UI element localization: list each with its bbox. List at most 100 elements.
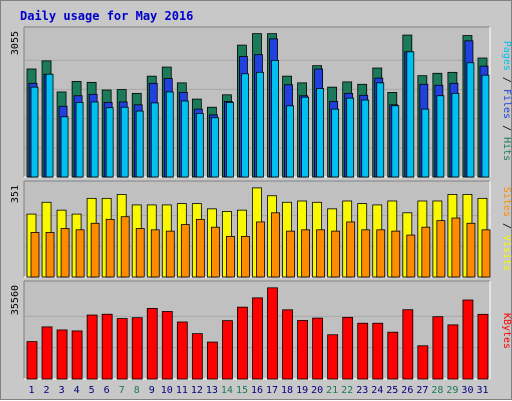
bar-sites-day-3[interactable] [60,228,70,278]
y-max-label: 35560 [10,285,21,315]
bar-sites-day-2[interactable] [45,232,55,278]
bar-sites-day-28[interactable] [436,220,446,278]
bar-pages-day-19[interactable] [301,96,309,178]
bar-sites-day-31[interactable] [481,229,491,278]
bar-sites-day-22[interactable] [346,221,356,278]
bar-sites-day-1[interactable] [30,232,40,278]
bar-pages-day-22[interactable] [346,97,355,178]
bar-sites-day-24[interactable] [376,229,386,278]
bar-kbytes-day-23[interactable] [357,322,369,380]
bar-sites-day-16[interactable] [256,221,265,278]
bar-pages-day-24[interactable] [376,82,385,178]
bar-kbytes-day-7[interactable] [116,318,128,380]
bar-kbytes-day-8[interactable] [131,317,143,380]
bar-pages-day-17[interactable] [271,59,279,178]
bar-pages-day-7[interactable] [120,106,129,178]
series-kbytes [26,287,489,380]
bar-sites-day-15[interactable] [241,235,250,278]
bar-kbytes-day-3[interactable] [56,329,68,380]
bar-pages-day-15[interactable] [241,73,249,178]
bar-sites-day-4[interactable] [75,229,85,278]
bar-pages-day-21[interactable] [331,108,340,178]
bar-sites-day-21[interactable] [331,230,341,278]
bar-pages-day-23[interactable] [361,99,370,178]
bar-kbytes-day-22[interactable] [342,316,354,380]
bar-sites-day-17[interactable] [271,212,280,278]
bar-kbytes-day-6[interactable] [101,313,113,380]
legend-pages-files-hits: Pages / Files / Hits [501,41,512,161]
bar-kbytes-day-5[interactable] [86,314,98,380]
bar-pages-day-27[interactable] [421,108,430,178]
bar-pages-day-26[interactable] [406,51,415,178]
bar-sites-day-8[interactable] [135,228,145,278]
bar-sites-day-30[interactable] [466,222,476,278]
bar-kbytes-day-20[interactable] [312,317,324,380]
bar-kbytes-day-30[interactable] [462,299,474,380]
bar-sites-day-14[interactable] [226,235,235,278]
bar-pages-day-3[interactable] [60,116,69,178]
bar-kbytes-day-4[interactable] [71,330,83,380]
bar-sites-day-29[interactable] [451,217,461,278]
bar-pages-day-13[interactable] [210,117,219,178]
bar-sites-day-13[interactable] [210,226,220,278]
bar-pages-day-8[interactable] [135,110,144,178]
x-tick-label-day-30: 30 [461,385,473,396]
bar-kbytes-day-27[interactable] [417,345,429,380]
bar-pages-day-18[interactable] [286,105,294,178]
bar-pages-day-9[interactable] [150,102,159,178]
bar-sites-day-9[interactable] [150,229,160,278]
bar-sites-day-7[interactable] [120,216,130,278]
bar-sites-day-26[interactable] [406,234,416,278]
bar-sites-day-19[interactable] [301,229,310,278]
bar-kbytes-day-10[interactable] [161,311,173,380]
bar-pages-day-2[interactable] [45,73,54,178]
bar-pages-day-31[interactable] [481,74,490,178]
bar-pages-day-6[interactable] [105,107,114,178]
bar-kbytes-day-12[interactable] [191,333,203,380]
bar-pages-day-5[interactable] [90,101,99,178]
bar-kbytes-day-24[interactable] [372,322,384,380]
bar-sites-day-12[interactable] [195,218,205,278]
bar-pages-day-29[interactable] [451,92,460,178]
bar-kbytes-day-29[interactable] [447,324,459,380]
bar-sites-day-6[interactable] [105,218,115,278]
bar-sites-day-10[interactable] [165,230,175,278]
bar-kbytes-day-11[interactable] [176,321,188,380]
bar-kbytes-day-25[interactable] [387,331,399,380]
bar-pages-day-25[interactable] [391,105,400,178]
bar-pages-day-14[interactable] [226,102,234,178]
bar-sites-day-20[interactable] [316,229,326,278]
bar-sites-day-27[interactable] [421,226,431,278]
bar-kbytes-day-1[interactable] [26,341,38,380]
bar-pages-day-20[interactable] [316,88,325,178]
bar-sites-day-18[interactable] [286,230,295,278]
bar-kbytes-day-26[interactable] [402,309,414,380]
y-max-label: 351 [10,185,21,203]
bar-kbytes-day-2[interactable] [41,326,53,380]
chart-title: Daily usage for May 2016 [20,9,193,23]
bar-pages-day-28[interactable] [436,95,445,178]
bar-kbytes-day-19[interactable] [297,320,308,380]
x-tick-label-day-29: 29 [446,385,458,396]
bar-pages-day-4[interactable] [75,102,84,178]
bar-kbytes-day-17[interactable] [267,287,278,380]
bar-pages-day-12[interactable] [195,113,204,178]
bar-kbytes-day-18[interactable] [282,309,293,380]
bar-sites-day-5[interactable] [90,222,100,278]
bar-sites-day-25[interactable] [391,230,401,278]
bar-pages-day-10[interactable] [165,91,174,178]
bar-kbytes-day-15[interactable] [237,306,248,380]
bar-kbytes-day-28[interactable] [432,316,444,380]
bar-sites-day-11[interactable] [180,224,190,278]
bar-kbytes-day-14[interactable] [222,320,233,380]
bar-pages-day-30[interactable] [466,62,475,178]
bar-pages-day-16[interactable] [256,71,264,178]
bar-kbytes-day-16[interactable] [252,297,263,380]
bar-sites-day-23[interactable] [361,229,371,278]
bar-pages-day-11[interactable] [180,100,189,178]
bar-kbytes-day-9[interactable] [146,307,158,380]
bar-pages-day-1[interactable] [30,86,39,178]
bar-kbytes-day-21[interactable] [327,334,339,380]
bar-kbytes-day-31[interactable] [477,313,489,380]
bar-kbytes-day-13[interactable] [206,341,218,380]
